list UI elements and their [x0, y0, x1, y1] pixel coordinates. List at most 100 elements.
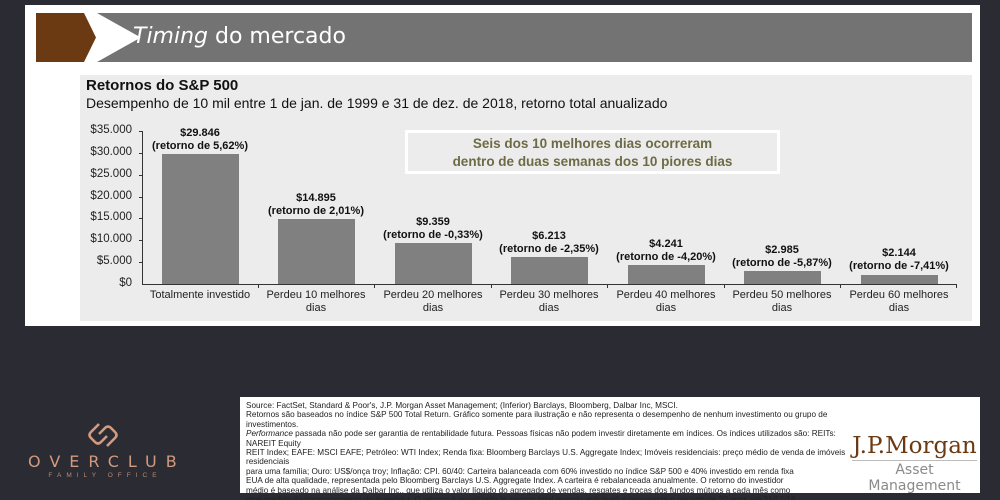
logo-subtitle: FAMILY OFFICE	[48, 472, 162, 479]
bar-value: $9.359	[416, 216, 450, 228]
y-tick-label: $25.000	[90, 168, 132, 180]
footnote-line: Source: FactSet, Standard & Poor's, J.P.…	[246, 401, 678, 410]
bar-fully-invested	[162, 154, 239, 284]
category-label: Perdeu 10 melhores dias	[258, 289, 374, 315]
header-arrow-decoration	[36, 13, 96, 62]
footnote-line: Performance passada não pode ser garanti…	[246, 429, 846, 448]
bar-value: $4.241	[649, 238, 683, 250]
y-tick-mark	[139, 197, 143, 198]
bar-value: $29.846	[180, 127, 220, 139]
category-label-line1: Perdeu 20 melhores	[383, 289, 483, 301]
bar-return: (retorno de -0,33%)	[383, 229, 483, 241]
y-axis-line	[142, 131, 143, 284]
bar-return: (retorno de -2,35%)	[499, 243, 599, 255]
y-tick-label: $20.000	[90, 190, 132, 202]
category-label-line2: dias	[771, 302, 793, 314]
footnote-italic-word: Performance	[246, 429, 293, 439]
bar-value: $6.213	[532, 230, 566, 242]
y-tick-mark	[139, 240, 143, 241]
bar-value: $2.144	[882, 247, 916, 259]
overclub-logo: OVERCLUB FAMILY OFFICE	[20, 420, 185, 485]
category-label: Perdeu 60 melhores dias	[841, 289, 957, 315]
footnote-box: Source: FactSet, Standard & Poor's, J.P.…	[240, 397, 980, 500]
bar-missed-40	[628, 265, 705, 284]
bar-missed-30	[511, 257, 588, 284]
x-tick-mark	[491, 284, 492, 288]
footnote-text: Source: FactSet, Standard & Poor's, J.P.…	[246, 401, 846, 500]
jpmorgan-subtitle: Asset Management	[868, 462, 961, 494]
bar-return: (retorno de -5,87%)	[732, 257, 832, 269]
slide-title-italic: Timing	[133, 24, 209, 49]
category-label-line1: Perdeu 60 melhores	[849, 289, 949, 301]
category-label-line1: Perdeu 40 melhores	[616, 289, 716, 301]
y-tick-mark	[139, 175, 143, 176]
x-tick-mark	[724, 284, 725, 288]
category-label-line1: Perdeu 50 melhores	[732, 289, 832, 301]
chart-panel: Retornos do S&P 500 Desempenho de 10 mil…	[80, 75, 972, 321]
category-label: Perdeu 50 melhores dias	[724, 289, 840, 315]
category-label-line1: Perdeu 30 melhores	[499, 289, 599, 301]
category-label-line2: dias	[888, 302, 910, 314]
slide: Timing do mercado Retornos do S&P 500 De…	[25, 5, 980, 326]
y-tick-mark	[139, 131, 143, 132]
y-tick-label: $0	[119, 277, 132, 289]
bar-label: $9.359 (retorno de -0,33%)	[375, 216, 491, 242]
bar-missed-50	[744, 271, 821, 284]
bar-label: $4.241 (retorno de -4,20%)	[608, 238, 724, 264]
category-label: Perdeu 20 melhores dias	[375, 289, 491, 315]
footnote-line: médio é baseado na análise da Dalbar Inc…	[246, 485, 791, 495]
x-tick-mark	[258, 284, 259, 288]
footnote-line-rest: passada não pode ser garantia de rentabi…	[246, 429, 836, 448]
logo-name: OVERCLUB	[28, 452, 186, 471]
y-tick-label: $15.000	[90, 211, 132, 223]
callout-line-2: dentro de duas semanas dos 10 piores dia…	[452, 154, 733, 169]
header-bar	[97, 13, 972, 62]
x-tick-mark	[840, 284, 841, 288]
category-label-line1: Totalmente investido	[149, 289, 251, 301]
category-label: Totalmente investido	[142, 289, 258, 302]
bar-missed-10	[278, 219, 355, 284]
jpmorgan-logo: J.P.Morgan Asset Management	[852, 433, 977, 494]
bar-missed-20	[395, 243, 472, 284]
category-label: Perdeu 40 melhores dias	[608, 289, 724, 315]
y-tick-mark	[139, 153, 143, 154]
logo-interlocked-rings-icon	[87, 423, 118, 447]
callout-line-1: Seis dos 10 melhores dias ocorreram	[472, 136, 713, 151]
bar-label: $2.144 (retorno de -7,41%)	[841, 247, 957, 273]
bar-label: $6.213 (retorno de -2,35%)	[491, 230, 607, 256]
footnote-line: uma medida do comportamento do investido…	[246, 495, 796, 500]
chart-subtitle: Desempenho de 10 mil entre 1 de jan. de …	[86, 95, 668, 111]
footnote-line: para uma família; Ouro: US$/onça troy; I…	[246, 466, 794, 476]
category-label-line1: Perdeu 10 melhores	[266, 289, 366, 301]
bar-label: $14.895 (retorno de 2,01%)	[258, 192, 374, 218]
jpmorgan-name: J.P.Morgan	[852, 433, 977, 461]
footnote-line: EUA de alta qualidade, representada pelo…	[246, 476, 784, 486]
y-tick-label: $35.000	[90, 124, 132, 136]
callout-box: Seis dos 10 melhores dias ocorreram dent…	[405, 130, 780, 174]
category-label-line2: dias	[422, 302, 444, 314]
x-tick-mark	[374, 284, 375, 288]
x-tick-mark	[607, 284, 608, 288]
x-axis-line	[142, 284, 957, 285]
x-tick-mark	[956, 284, 957, 288]
bar-return: (retorno de 5,62%)	[152, 140, 248, 152]
bar-return: (retorno de -7,41%)	[849, 260, 949, 272]
bar-value: $14.895	[296, 192, 336, 204]
y-tick-label: $30.000	[90, 146, 132, 158]
bar-label: $2.985 (retorno de -5,87%)	[724, 244, 840, 270]
bar-missed-60	[861, 275, 938, 284]
bar-value: $2.985	[765, 244, 799, 256]
bar-return: (retorno de -4,20%)	[616, 251, 716, 263]
bar-return: (retorno de 2,01%)	[268, 205, 364, 217]
slide-title: Timing do mercado	[133, 21, 346, 53]
chart-title: Retornos do S&P 500	[86, 77, 239, 94]
category-label-line2: dias	[305, 302, 327, 314]
bar-label: $29.846 (retorno de 5,62%)	[142, 127, 258, 153]
y-tick-label: $5.000	[96, 255, 132, 267]
y-tick-mark	[139, 218, 143, 219]
y-tick-label: $10.000	[90, 233, 132, 245]
y-tick-mark	[139, 262, 143, 263]
footnote-line: Retornos são baseados no índice S&P 500 …	[246, 410, 828, 429]
footnote-line: REIT Index; EAFE: MSCI EAFE; Petróleo: W…	[246, 448, 846, 467]
category-label: Perdeu 30 melhores dias	[491, 289, 607, 315]
